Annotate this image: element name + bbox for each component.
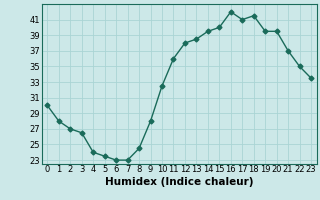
X-axis label: Humidex (Indice chaleur): Humidex (Indice chaleur)	[105, 177, 253, 187]
